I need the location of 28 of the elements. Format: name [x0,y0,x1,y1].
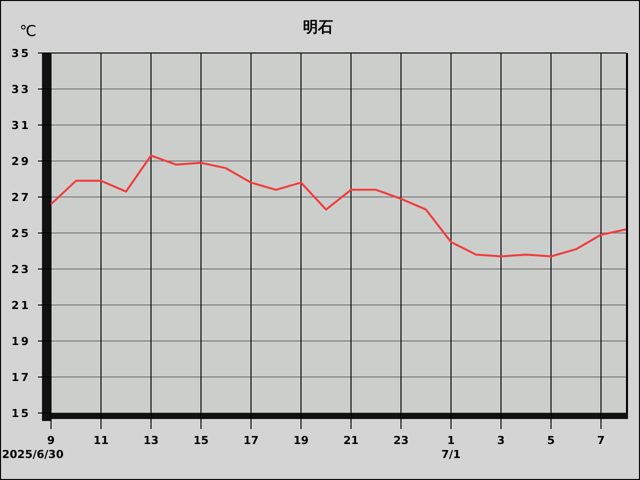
y-axis-title: ℃ [20,22,36,40]
y-tick-label: 21 [11,299,31,312]
x-tick-label: 7 [597,434,605,447]
x-tick-label: 3 [497,434,505,447]
x-tick-label: 13 [143,434,159,447]
text: 7/1 [441,448,461,461]
x-tick-label: 21 [343,434,359,447]
y-tick-label: 25 [11,227,31,240]
y-tick-label: 33 [11,83,31,96]
y-tick-label: 17 [11,371,31,384]
x-tick-label: 15 [193,434,209,447]
text: 2025/6/30 [2,448,64,461]
y-tick-label: 31 [11,119,31,132]
x-tick-label: 23 [393,434,409,447]
x-tick-label: 11 [93,434,109,447]
y-tick-label: 29 [11,155,31,168]
chart-title: 明石 [303,18,333,36]
x-tick-label: 19 [293,434,309,447]
x-tick-label: 9 [47,434,55,447]
y-tick-label: 23 [11,263,31,276]
y-tick-label: 27 [11,191,31,204]
line-series [50,154,627,258]
y-tick-label: 15 [11,407,31,420]
x-tick-label: 17 [243,434,259,447]
y-tick-label: 35 [11,47,31,60]
y-tick-label: 19 [11,335,31,348]
x-tick-label: 1 [447,434,455,447]
x-tick-label: 5 [547,434,555,447]
